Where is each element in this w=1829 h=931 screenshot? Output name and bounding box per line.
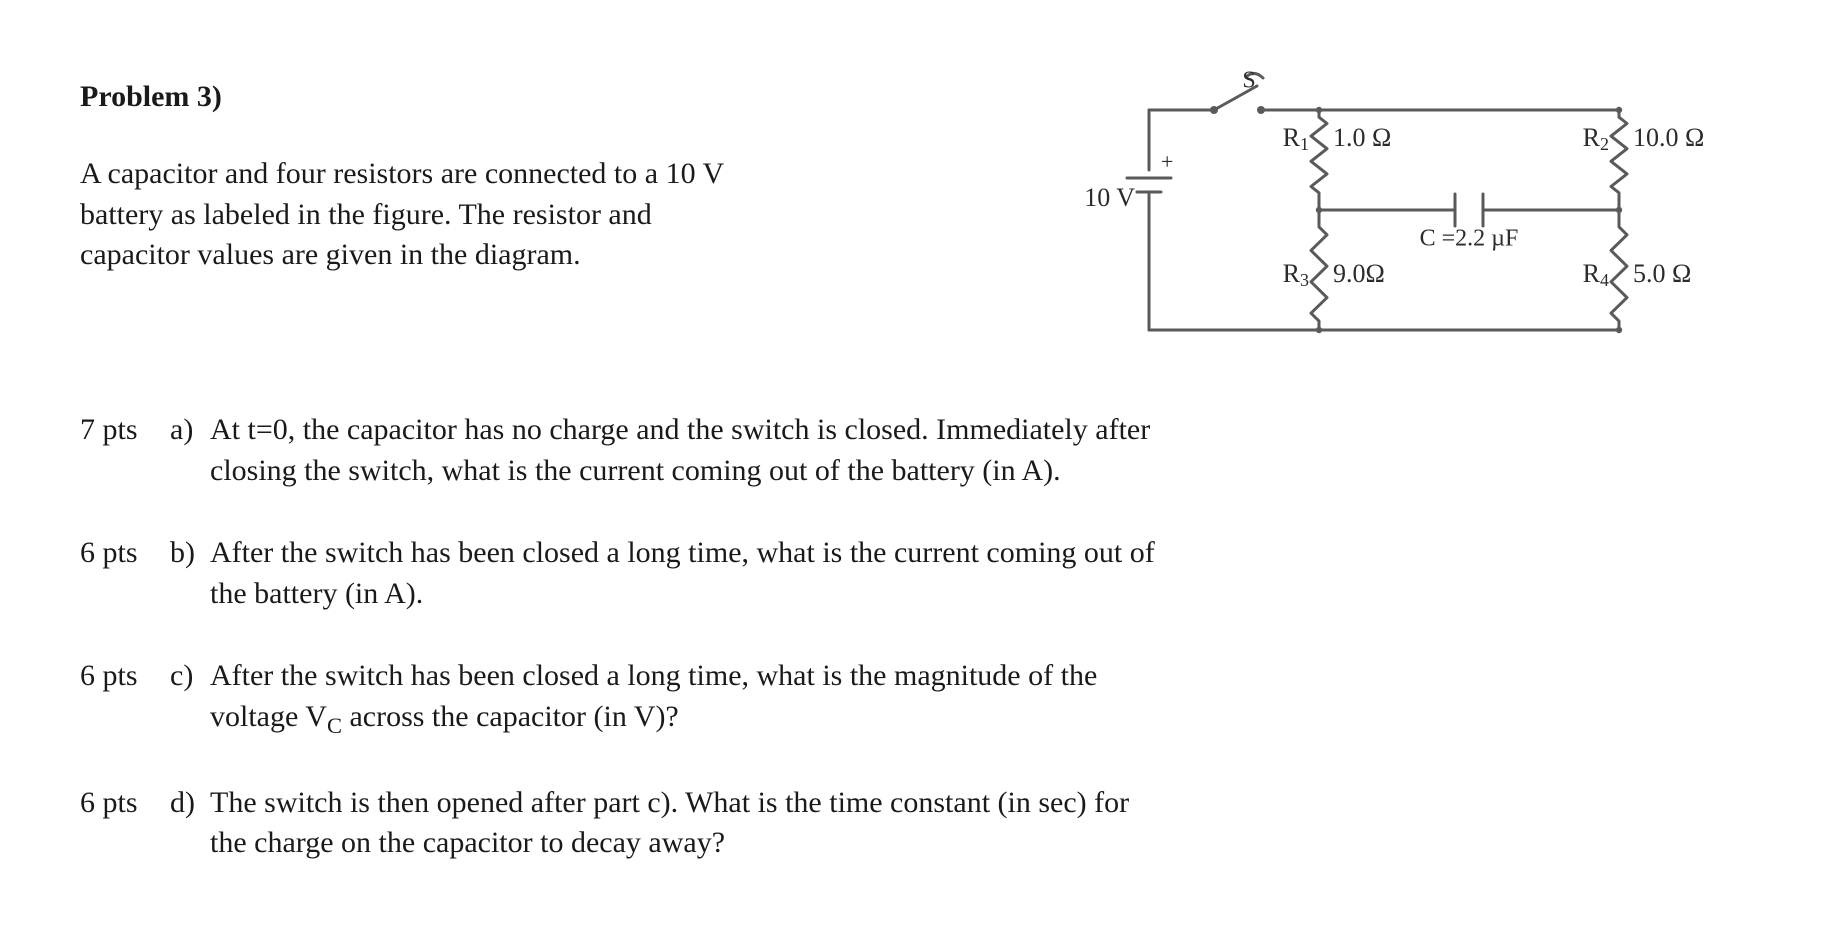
circuit-diagram: S +10 V R1 1.0 Ω R2 10.0 Ω C =2.2 µF R3 9.0Ω R4 5.… — [1049, 60, 1749, 360]
intro-line-3: capacitor values are given in the diagra… — [80, 238, 581, 271]
questions-block: 7 pts a) At t=0, the capacitor has no ch… — [80, 410, 1749, 864]
intro-line-1: A capacitor and four resistors are conne… — [80, 157, 724, 190]
question-a: 7 pts a) At t=0, the capacitor has no ch… — [80, 410, 1749, 491]
question-c-text: After the switch has been closed a long … — [210, 656, 1260, 741]
qb-line1: After the switch has been closed a long … — [210, 536, 1155, 569]
question-d: 6 pts d) The switch is then opened after… — [80, 783, 1749, 864]
svg-text:+: + — [1161, 149, 1173, 174]
question-d-label: d) — [170, 783, 210, 864]
svg-text:R4: R4 — [1583, 259, 1609, 290]
qd-line1: The switch is then opened after part c).… — [210, 786, 1129, 819]
problem-intro: A capacitor and four resistors are conne… — [80, 154, 780, 276]
qc-line1: After the switch has been closed a long … — [210, 659, 1097, 692]
problem-title: Problem 3) — [80, 80, 1009, 114]
qb-line2: the battery (in A). — [210, 577, 423, 610]
svg-text:1.0 Ω: 1.0 Ω — [1333, 123, 1391, 152]
qa-line1: At t=0, the capacitor has no charge and … — [210, 413, 1150, 446]
qa-line2: closing the switch, what is the current … — [210, 454, 1061, 487]
qc-line2-post: across the capacitor (in V)? — [342, 700, 679, 733]
question-d-points: 6 pts — [80, 783, 170, 864]
intro-line-2: battery as labeled in the figure. The re… — [80, 198, 652, 231]
question-b-text: After the switch has been closed a long … — [210, 533, 1260, 614]
question-a-label: a) — [170, 410, 210, 491]
circuit-svg: S +10 V R1 1.0 Ω R2 10.0 Ω C =2.2 µF R3 9.0Ω R4 5.… — [1049, 60, 1749, 360]
problem-page: Problem 3) A capacitor and four resistor… — [0, 0, 1829, 931]
question-a-points: 7 pts — [80, 410, 170, 491]
question-c: 6 pts c) After the switch has been close… — [80, 656, 1749, 741]
qc-line2-pre: voltage V — [210, 700, 327, 733]
question-d-text: The switch is then opened after part c).… — [210, 783, 1260, 864]
question-c-label: c) — [170, 656, 210, 741]
svg-text:S: S — [1242, 68, 1255, 94]
top-row: Problem 3) A capacitor and four resistor… — [80, 60, 1749, 360]
qd-line2: the charge on the capacitor to decay awa… — [210, 826, 725, 859]
svg-text:10 V: 10 V — [1084, 183, 1135, 212]
question-b-label: b) — [170, 533, 210, 614]
question-b: 6 pts b) After the switch has been close… — [80, 533, 1749, 614]
svg-text:10.0 Ω: 10.0 Ω — [1633, 123, 1704, 152]
svg-text:R3: R3 — [1283, 259, 1309, 290]
problem-header-block: Problem 3) A capacitor and four resistor… — [80, 60, 1009, 276]
question-b-points: 6 pts — [80, 533, 170, 614]
svg-text:C =2.2 µF: C =2.2 µF — [1420, 226, 1519, 252]
qc-line2-sub: C — [327, 713, 342, 738]
svg-text:5.0 Ω: 5.0 Ω — [1633, 259, 1691, 288]
svg-text:R1: R1 — [1283, 123, 1309, 154]
question-c-points: 6 pts — [80, 656, 170, 741]
svg-text:9.0Ω: 9.0Ω — [1333, 259, 1385, 288]
svg-text:R2: R2 — [1583, 123, 1609, 154]
question-a-text: At t=0, the capacitor has no charge and … — [210, 410, 1260, 491]
